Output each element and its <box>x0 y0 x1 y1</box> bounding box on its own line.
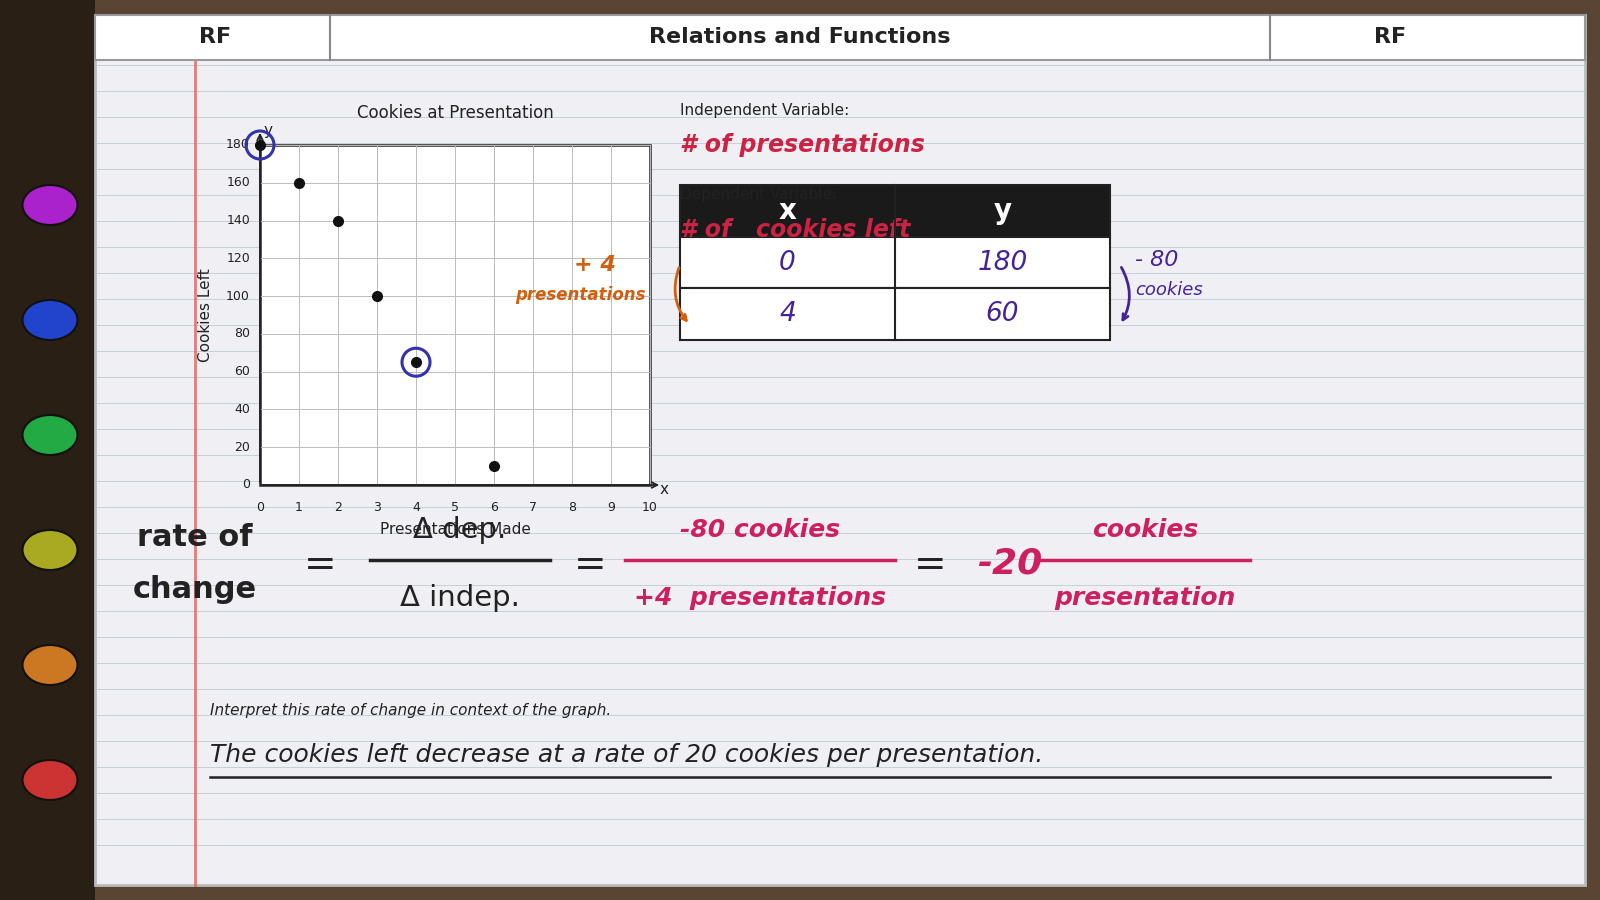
Text: cookies: cookies <box>1134 281 1203 299</box>
Text: +4  presentations: +4 presentations <box>634 586 886 610</box>
FancyBboxPatch shape <box>94 15 1586 885</box>
Ellipse shape <box>22 530 77 570</box>
Text: -20: -20 <box>978 546 1043 580</box>
Text: The cookies left decrease at a rate of 20 cookies per presentation.: The cookies left decrease at a rate of 2… <box>210 743 1043 767</box>
Text: Relations and Functions: Relations and Functions <box>650 27 950 47</box>
Text: 100: 100 <box>226 290 250 302</box>
Text: + 4: + 4 <box>574 255 616 275</box>
Text: 140: 140 <box>226 214 250 227</box>
Text: 9: 9 <box>606 501 614 514</box>
Text: Δ dep.: Δ dep. <box>413 516 507 544</box>
Text: 4: 4 <box>779 302 795 328</box>
Text: 40: 40 <box>234 403 250 416</box>
Text: 180: 180 <box>978 249 1027 275</box>
Text: presentations: presentations <box>515 286 645 304</box>
Text: Cookies Left: Cookies Left <box>197 268 213 362</box>
Text: - 80: - 80 <box>1134 250 1178 270</box>
Ellipse shape <box>22 645 77 685</box>
Text: 1: 1 <box>294 501 302 514</box>
Text: 8: 8 <box>568 501 576 514</box>
Text: # of presentations: # of presentations <box>680 133 925 157</box>
Text: 180: 180 <box>226 139 250 151</box>
Text: =: = <box>574 546 606 584</box>
Ellipse shape <box>22 300 77 340</box>
Text: Presentations Made: Presentations Made <box>379 523 531 537</box>
Ellipse shape <box>22 185 77 225</box>
Text: =: = <box>304 546 336 584</box>
Text: 160: 160 <box>226 176 250 189</box>
Text: 6: 6 <box>490 501 498 514</box>
Text: 60: 60 <box>234 365 250 378</box>
Text: 5: 5 <box>451 501 459 514</box>
Text: 2: 2 <box>334 501 342 514</box>
Text: presentation: presentation <box>1054 586 1235 610</box>
Text: 20: 20 <box>234 441 250 454</box>
FancyBboxPatch shape <box>680 288 1110 340</box>
Text: y: y <box>994 197 1011 225</box>
Ellipse shape <box>22 760 77 800</box>
Text: RF: RF <box>1374 27 1406 47</box>
Text: change: change <box>133 575 258 605</box>
FancyBboxPatch shape <box>259 145 650 485</box>
Text: 10: 10 <box>642 501 658 514</box>
Text: 4: 4 <box>413 501 419 514</box>
Text: Δ indep.: Δ indep. <box>400 584 520 612</box>
Text: 7: 7 <box>530 501 538 514</box>
Text: y: y <box>264 123 272 139</box>
Text: 80: 80 <box>234 328 250 340</box>
Text: x: x <box>779 197 797 225</box>
Text: =: = <box>914 546 946 584</box>
Text: Independent Variable:: Independent Variable: <box>680 103 850 118</box>
Text: Cookies at Presentation: Cookies at Presentation <box>357 104 554 122</box>
Text: Dependent Variable:: Dependent Variable: <box>680 187 837 202</box>
Text: 0: 0 <box>242 479 250 491</box>
Text: x: x <box>659 482 669 498</box>
Text: RF: RF <box>198 27 230 47</box>
Text: 60: 60 <box>986 302 1019 328</box>
Text: rate of: rate of <box>138 524 253 553</box>
Text: 0: 0 <box>256 501 264 514</box>
Text: 120: 120 <box>226 252 250 265</box>
Text: 3: 3 <box>373 501 381 514</box>
Text: # of   cookies left: # of cookies left <box>680 218 910 242</box>
Text: 0: 0 <box>779 249 795 275</box>
FancyBboxPatch shape <box>680 185 1110 237</box>
Ellipse shape <box>22 415 77 455</box>
Text: -80 cookies: -80 cookies <box>680 518 840 542</box>
Text: Interpret this rate of change in context of the graph.: Interpret this rate of change in context… <box>210 703 611 717</box>
FancyBboxPatch shape <box>680 237 1110 288</box>
Text: cookies: cookies <box>1091 518 1198 542</box>
FancyBboxPatch shape <box>94 15 1586 60</box>
FancyBboxPatch shape <box>0 0 94 900</box>
